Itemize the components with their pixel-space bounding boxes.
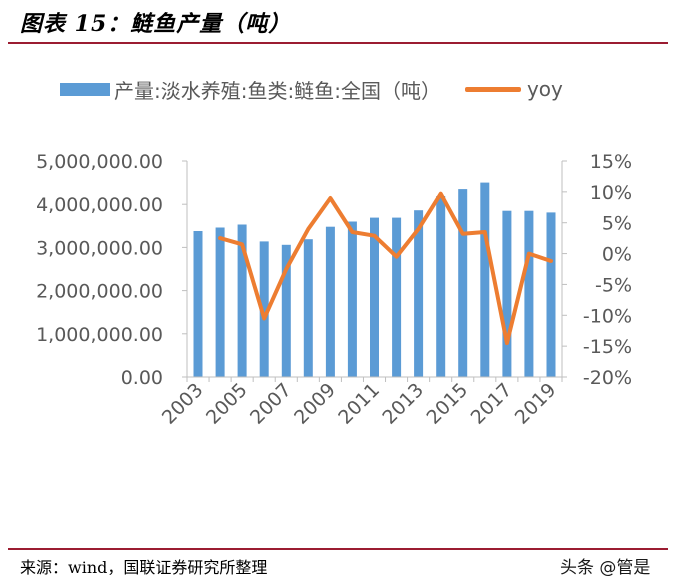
- y-right-tick-label: 15%: [590, 151, 632, 173]
- bar-2016: [480, 182, 490, 377]
- bar-2010: [347, 221, 357, 377]
- y-left-tick-label: 2,000,000.00: [36, 281, 163, 303]
- y-right-tick-label: 5%: [602, 213, 632, 235]
- title-rule: [8, 42, 668, 44]
- bar-2011: [370, 217, 379, 377]
- bar-2018: [524, 210, 534, 377]
- bar-2014: [436, 196, 446, 377]
- x-tick-label: 2007: [246, 379, 296, 429]
- legend-item-yoy: yoy: [464, 77, 563, 101]
- bar-2009: [325, 226, 335, 377]
- y-left-tick-label: 4,000,000.00: [36, 194, 163, 216]
- legend-label-production: 产量:淡水养殖:鱼类:鲢鱼:全国（吨）: [114, 78, 441, 103]
- bar-2006: [259, 241, 269, 377]
- bar-2019: [546, 212, 556, 377]
- yoy-line: [218, 191, 553, 346]
- y-right-tick-label: 10%: [590, 182, 632, 204]
- y-left-tick-label: 1,000,000.00: [36, 324, 163, 346]
- y-right-tick-label: -5%: [595, 274, 632, 296]
- y-right-tick-label: -10%: [583, 305, 632, 327]
- legend-line-swatch: [464, 86, 521, 92]
- x-tick-label: 2019: [511, 379, 561, 429]
- x-tick-label: 2009: [290, 379, 340, 429]
- x-tick-label: 2003: [158, 379, 208, 429]
- chart-legend: 产量:淡水养殖:鱼类:鲢鱼:全国（吨） yoy: [60, 72, 587, 106]
- legend-label-yoy: yoy: [526, 77, 563, 101]
- y-right-tick-label: 0%: [602, 244, 632, 266]
- y-right-tick-label: -20%: [583, 367, 632, 389]
- bar-2017: [502, 210, 512, 377]
- bar-2004: [215, 227, 225, 377]
- x-tick-label: 2011: [334, 379, 384, 429]
- y-left-tick-label: 0.00: [121, 367, 163, 389]
- source-note: 来源：wind，国联证券研究所整理: [20, 558, 268, 577]
- bar-2003: [193, 231, 203, 377]
- y-left-tick-label: 3,000,000.00: [36, 237, 163, 259]
- x-tick-label: 2017: [467, 379, 517, 429]
- source-rule: [8, 548, 668, 550]
- bar-2015: [458, 189, 468, 377]
- x-tick-label: 2013: [378, 379, 428, 429]
- x-tick-label: 2015: [423, 379, 473, 429]
- y-right-tick-label: -15%: [583, 336, 632, 358]
- bar-2007: [281, 244, 291, 377]
- figure-title: 图表 15：鲢鱼产量（吨）: [20, 11, 292, 37]
- bar-2013: [414, 210, 424, 377]
- y-left-tick-label: 5,000,000.00: [36, 151, 163, 173]
- bar-2008: [303, 239, 313, 377]
- legend-bar-swatch: [60, 82, 110, 96]
- x-tick-label: 2005: [202, 379, 252, 429]
- watermark: 头条 @管是: [556, 553, 655, 578]
- bar-2005: [237, 224, 247, 377]
- legend-item-production: 产量:淡水养殖:鱼类:鲢鱼:全国（吨）: [60, 75, 441, 104]
- bar-2012: [392, 217, 402, 377]
